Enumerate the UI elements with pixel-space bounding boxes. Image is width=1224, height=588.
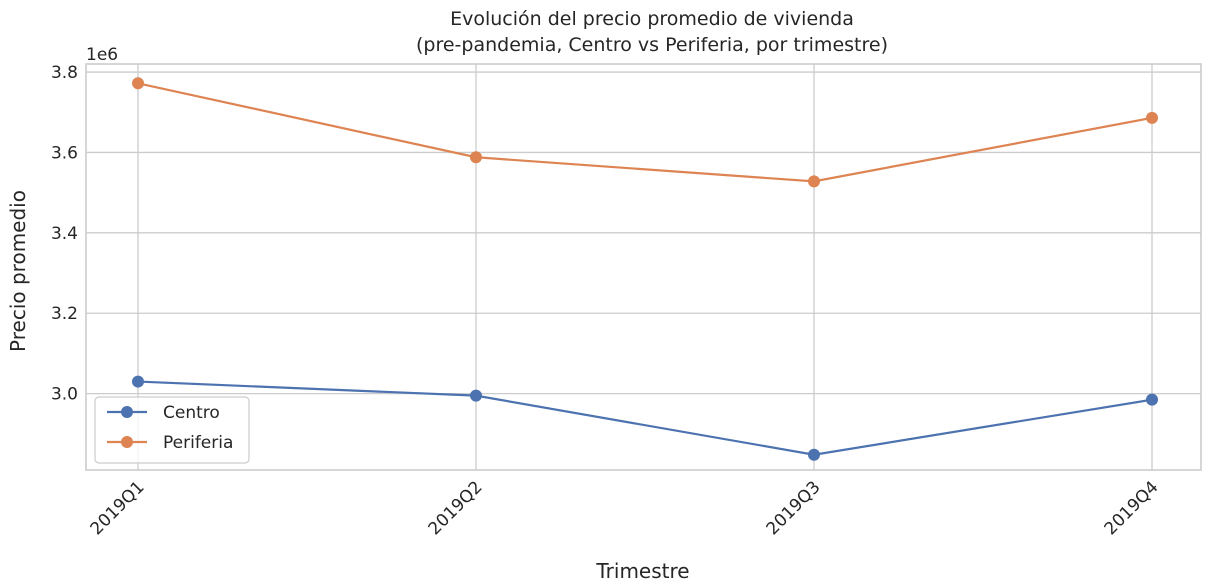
series-line-centro	[137, 380, 1153, 456]
x-tick-label: 2019Q3	[763, 477, 825, 539]
y-axis-label: Precio promedio	[6, 190, 30, 352]
series-periferia	[132, 77, 1158, 188]
series-centro	[132, 375, 1158, 461]
legend-item-centro: Centro	[107, 403, 220, 423]
legend: Centro Periferia	[94, 396, 250, 464]
legend-marker-centro	[121, 406, 133, 418]
x-axis-label: Trimestre	[595, 559, 689, 583]
y-axis-offset-label: 1e6	[86, 45, 118, 65]
y-tick-label: 3.4	[51, 224, 78, 244]
grid	[86, 64, 1201, 470]
legend-label-periferia: Periferia	[163, 433, 233, 453]
x-tick-label: 2019Q4	[1101, 477, 1163, 539]
data-point-periferia	[470, 151, 482, 164]
data-point-periferia	[1146, 111, 1158, 124]
legend-label-centro: Centro	[163, 403, 220, 423]
series-layer	[132, 77, 1158, 461]
data-point-centro	[470, 389, 482, 402]
chart-title-line-1: Evolución del precio promedio de viviend…	[450, 8, 854, 30]
legend-box	[94, 396, 250, 464]
data-point-periferia	[132, 77, 144, 90]
data-point-centro	[1146, 393, 1158, 406]
legend-marker-periferia	[121, 436, 133, 448]
x-tick-label: 2019Q1	[87, 477, 149, 539]
chart-title-line-2: (pre-pandemia, Centro vs Periferia, por …	[416, 34, 888, 56]
plot-area-frame	[85, 63, 1202, 471]
x-axis-ticks: 2019Q1 2019Q2 2019Q3 2019Q4	[87, 477, 1163, 539]
y-tick-label: 3.6	[51, 143, 78, 163]
data-point-centro	[132, 375, 144, 388]
y-tick-label: 3.8	[51, 63, 78, 83]
series-line-periferia	[137, 82, 1153, 183]
legend-item-periferia: Periferia	[107, 433, 233, 453]
y-tick-label: 3.2	[51, 304, 78, 324]
data-point-centro	[808, 448, 820, 461]
y-axis-ticks: 3.0 3.2 3.4 3.6 3.8	[51, 63, 78, 405]
data-point-periferia	[808, 175, 820, 188]
y-tick-label: 3.0	[51, 385, 78, 405]
x-tick-label: 2019Q2	[425, 477, 487, 539]
